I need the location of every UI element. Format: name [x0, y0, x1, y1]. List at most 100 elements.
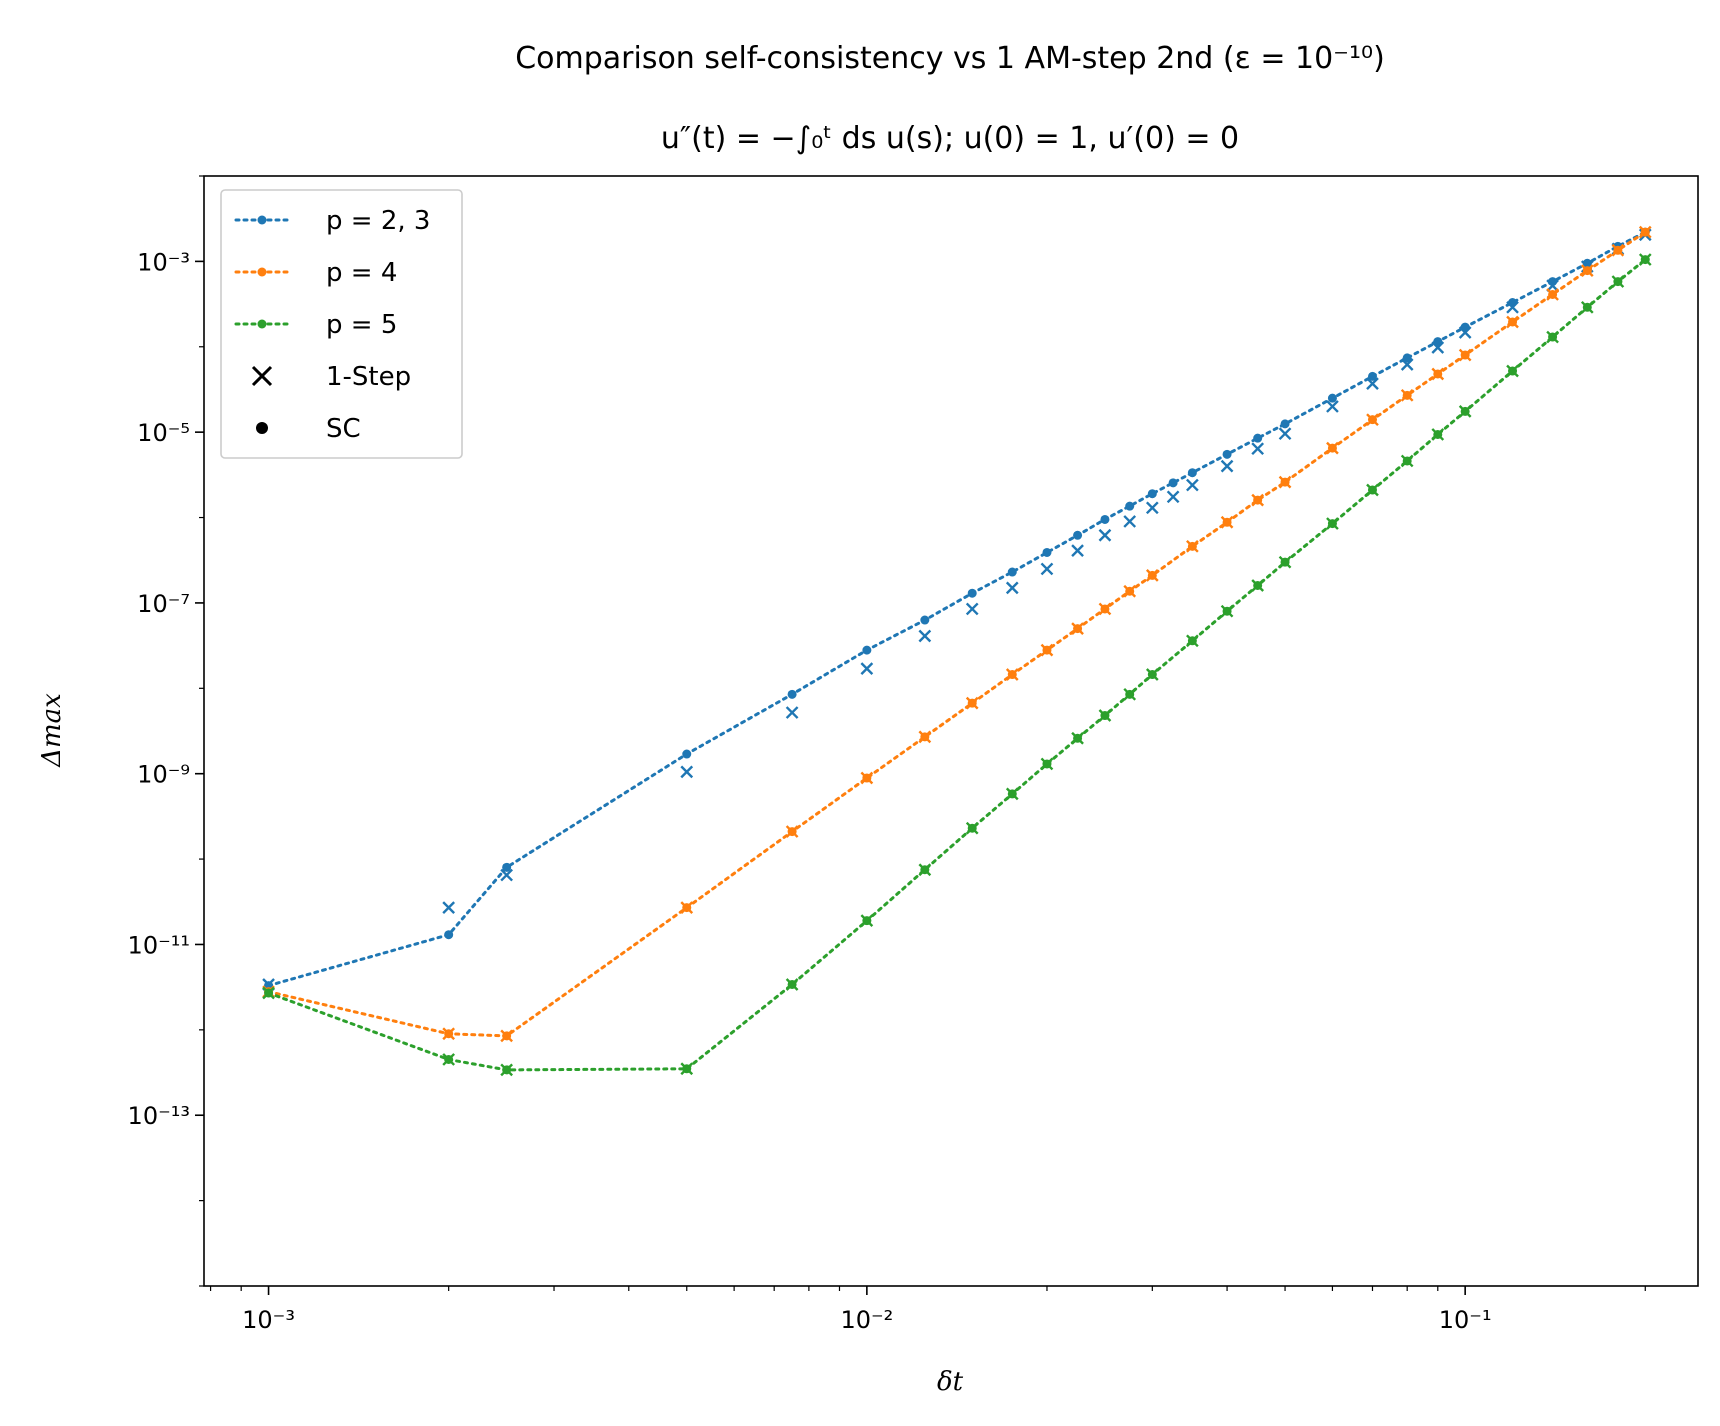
sc-point	[1327, 393, 1337, 403]
one-step-point	[860, 914, 874, 928]
one-step-point	[680, 901, 694, 914]
one-step-point	[1431, 428, 1445, 441]
one-step-point	[1186, 478, 1199, 492]
y-tick-label: 10⁻³	[137, 248, 190, 276]
legend-dot-swatch	[257, 267, 267, 277]
legend-entry: p = 5	[234, 310, 397, 340]
legend-label: p = 4	[326, 258, 397, 288]
one-step-point	[1098, 602, 1112, 616]
one-step-point	[1040, 643, 1054, 657]
legend-dot-swatch	[257, 319, 267, 329]
x-tick-label: 10⁻¹	[1439, 1306, 1492, 1334]
chart-title: Comparison self-consistency vs 1 AM-step…	[515, 41, 1385, 76]
x-tick-label: 10⁻²	[840, 1306, 893, 1334]
legend-entry: p = 2, 3	[234, 206, 430, 236]
one-step-point	[1366, 483, 1379, 497]
one-step-point	[1251, 493, 1265, 507]
one-step-point	[1251, 442, 1265, 456]
sc-point	[1253, 433, 1263, 443]
legend-dot-swatch	[257, 215, 267, 225]
sc-point	[1187, 468, 1197, 478]
one-step-point	[965, 821, 979, 835]
one-step-point	[680, 765, 694, 779]
sc-point	[1073, 530, 1083, 540]
one-step-point	[1326, 400, 1339, 413]
legend-box	[220, 189, 463, 459]
one-step-point	[1278, 427, 1292, 441]
x-tick-label: 10⁻³	[242, 1306, 295, 1334]
sc-point	[1402, 353, 1412, 363]
one-step-point	[1458, 348, 1472, 362]
one-step-point	[1431, 367, 1445, 381]
chart-subtitle: u″(t) = −∫₀ᵗ ds u(s); u(0) = 1, u′(0) = …	[661, 121, 1239, 156]
y-tick-label: 10⁻⁵	[137, 419, 190, 447]
series-line	[267, 258, 1647, 1072]
legend-x-marker	[251, 365, 273, 387]
y-tick-label: 10⁻⁹	[137, 761, 190, 789]
sc-point	[1007, 567, 1017, 577]
legend-label: p = 2, 3	[326, 206, 430, 236]
one-step-point	[1506, 364, 1519, 378]
one-step-point	[1458, 405, 1472, 418]
one-step-point	[442, 1027, 456, 1041]
one-step-point	[918, 629, 932, 643]
one-step-point	[1040, 757, 1054, 771]
legend-label: 1-Step	[326, 362, 411, 392]
legend-label: SC	[326, 414, 361, 444]
one-step-point	[1580, 300, 1594, 314]
y-tick-label: 10⁻¹¹	[128, 931, 190, 959]
one-step-point	[1366, 413, 1379, 427]
one-step-point	[1278, 475, 1292, 489]
one-step-point	[1506, 300, 1519, 314]
legend-dot-marker	[256, 422, 268, 434]
series-layer	[262, 225, 1652, 1077]
one-step-point	[1123, 687, 1137, 701]
one-step-point	[1040, 562, 1054, 576]
y-tick-label: 10⁻¹³	[128, 1102, 190, 1130]
one-step-point	[1580, 264, 1594, 277]
one-step-point	[1098, 528, 1112, 542]
one-step-point	[1005, 581, 1019, 595]
one-step-point	[1220, 604, 1234, 618]
one-step-point	[1611, 243, 1625, 257]
one-step-point	[1400, 454, 1414, 468]
one-step-point	[1431, 341, 1445, 354]
sc-point	[1367, 371, 1377, 381]
one-step-point	[1220, 459, 1234, 473]
one-step-point	[1186, 539, 1199, 553]
y-tick-label: 10⁻⁷	[137, 590, 190, 618]
one-step-point	[1251, 579, 1265, 592]
series-1	[262, 225, 1652, 1043]
one-step-point	[1220, 515, 1234, 529]
one-step-point	[1546, 330, 1559, 344]
sc-point	[682, 749, 692, 759]
one-step-point	[1166, 490, 1180, 504]
one-step-point	[1638, 225, 1652, 239]
one-step-point	[785, 825, 799, 838]
one-step-point	[785, 706, 799, 719]
y-axis-label: Δmax	[37, 693, 67, 768]
one-step-point	[1326, 517, 1339, 530]
legend-label: p = 5	[326, 310, 397, 340]
one-step-point	[918, 863, 932, 877]
plot-frame	[203, 175, 1699, 1287]
one-step-point	[1005, 787, 1019, 801]
one-step-point	[785, 978, 799, 991]
sc-point	[862, 645, 872, 655]
legend: p = 2, 3 p = 4 p = 5 1-Step SC	[220, 189, 463, 459]
sc-point	[1147, 489, 1157, 499]
one-step-point	[1071, 622, 1084, 635]
one-step-point	[1400, 358, 1414, 371]
sc-point	[1222, 449, 1232, 459]
sc-point	[502, 862, 512, 872]
legend-entry: p = 4	[234, 258, 397, 288]
one-step-point	[860, 771, 874, 785]
series-0	[262, 227, 1652, 991]
x-axis-label: δt	[937, 1367, 964, 1397]
series-line	[267, 230, 1647, 1038]
one-step-point	[1071, 731, 1084, 745]
one-step-point	[1145, 668, 1159, 681]
sc-point	[1280, 419, 1290, 429]
one-step-point	[1123, 584, 1137, 598]
